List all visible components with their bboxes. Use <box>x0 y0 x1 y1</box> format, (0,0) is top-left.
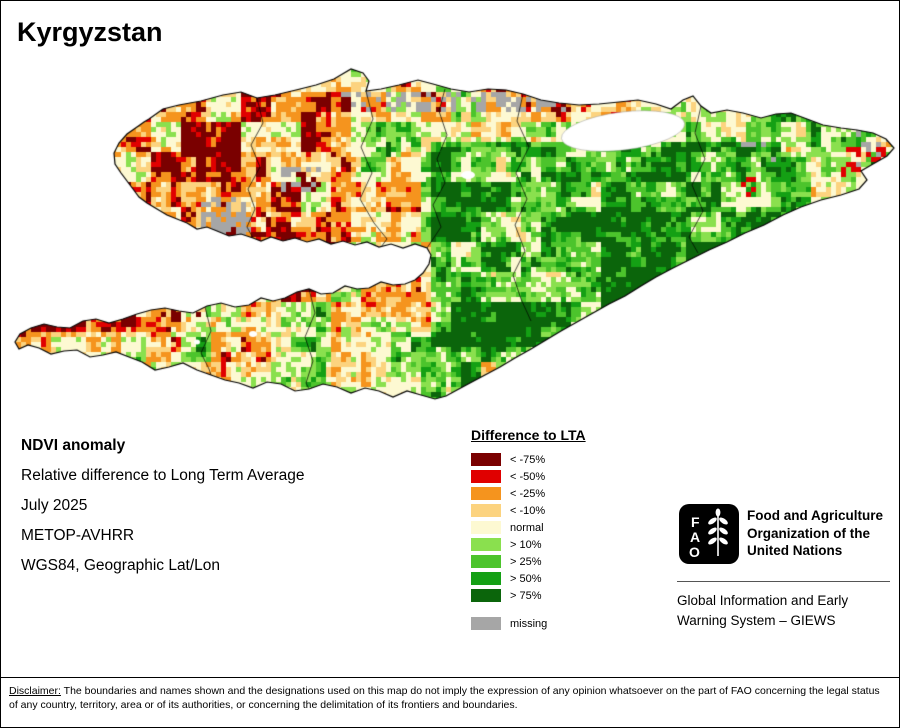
ndvi-map-canvas <box>1 1 899 431</box>
legend-swatch <box>471 521 501 534</box>
fao-logo-letter-f: F <box>691 514 700 530</box>
legend-swatch-missing <box>471 617 501 630</box>
fao-name-line3: United Nations <box>747 543 843 558</box>
legend-item: normal <box>471 519 681 536</box>
legend-swatch <box>471 555 501 568</box>
legend-item: < -10% <box>471 502 681 519</box>
legend-title: Difference to LTA <box>471 427 586 443</box>
page-title: Kyrgyzstan <box>17 17 163 47</box>
legend-label: > 50% <box>510 572 542 585</box>
info-line-description: Relative difference to Long Term Average <box>21 467 305 484</box>
legend-item: > 75% <box>471 587 681 604</box>
legend-label: < -25% <box>510 487 546 500</box>
legend-item: < -25% <box>471 485 681 502</box>
fao-divider <box>677 581 890 582</box>
legend-item: < -75% <box>471 451 681 468</box>
legend-items: < -75% < -50% < -25% < -10% normal > 10% > 25%… <box>471 451 681 604</box>
legend-label: > 75% <box>510 589 542 602</box>
fao-block: F A O Food and Agriculture Organization … <box>679 504 883 564</box>
legend-swatch <box>471 538 501 551</box>
info-line-sensor: METOP-AVHRR <box>21 527 135 544</box>
legend-swatch <box>471 487 501 500</box>
giews-line1: Global Information and Early <box>677 593 849 608</box>
fao-logo-letter-o: O <box>689 544 700 560</box>
legend-label: < -10% <box>510 504 546 517</box>
fao-name: Food and Agriculture Organization of the… <box>747 504 883 560</box>
disclaimer: Disclaimer: The boundaries and names sho… <box>1 677 899 726</box>
legend-swatch <box>471 504 501 517</box>
legend: Difference to LTA < -75% < -50% < -25% < -1… <box>471 427 681 632</box>
wheat-icon <box>708 508 728 556</box>
info-line-projection: WGS84, Geographic Lat/Lon <box>21 557 221 574</box>
legend-item: > 50% <box>471 570 681 587</box>
legend-swatch <box>471 453 501 466</box>
legend-label: < -75% <box>510 453 546 466</box>
info-heading: NDVI anomaly <box>21 437 126 454</box>
giews-line2: Warning System – GIEWS <box>677 613 836 628</box>
legend-swatch <box>471 572 501 585</box>
fao-name-line2: Organization of the <box>747 525 870 541</box>
legend-item: > 10% <box>471 536 681 553</box>
legend-label: normal <box>510 521 544 534</box>
fao-name-line1: Food and Agriculture <box>747 508 883 523</box>
legend-label: < -50% <box>510 470 546 483</box>
giews-text: Global Information and Early Warning Sys… <box>677 591 848 631</box>
legend-item: < -50% <box>471 468 681 485</box>
info-line-date: July 2025 <box>21 497 88 514</box>
legend-swatch <box>471 470 501 483</box>
legend-item: > 25% <box>471 553 681 570</box>
disclaimer-prefix: Disclaimer: <box>9 685 61 697</box>
fao-logo-icon: F A O <box>679 504 739 564</box>
map-info-block: NDVI anomaly Relative difference to Long… <box>21 431 305 581</box>
disclaimer-text: The boundaries and names shown and the d… <box>9 685 880 711</box>
fao-logo-letter-a: A <box>690 529 700 545</box>
legend-label: > 25% <box>510 555 542 568</box>
legend-item-missing: missing <box>471 615 681 632</box>
legend-swatch <box>471 589 501 602</box>
legend-label: > 10% <box>510 538 542 551</box>
legend-label-missing: missing <box>510 617 548 630</box>
